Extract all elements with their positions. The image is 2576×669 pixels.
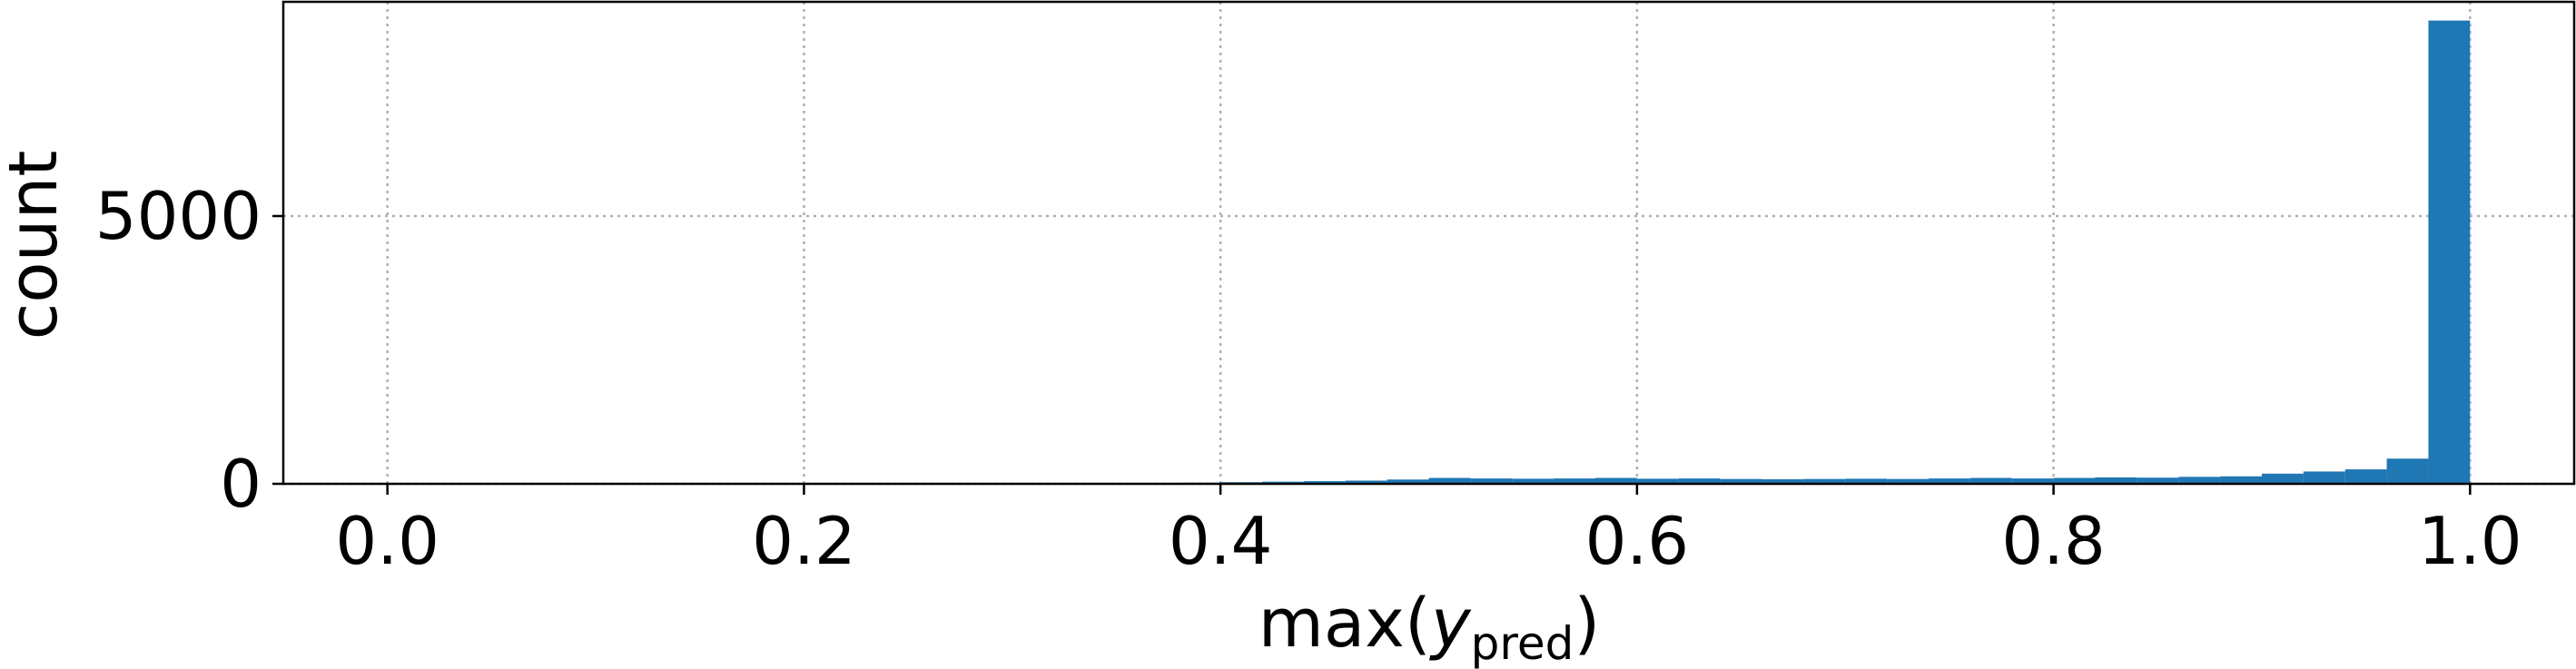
x-axis-ticks: 0.0 0.2 0.4 0.6 0.8 1.0	[335, 484, 2522, 579]
plot-frame	[281, 0, 2576, 486]
histogram-bar	[1720, 478, 1762, 484]
x-tick-label: 1.0	[2418, 503, 2522, 579]
histogram-bar	[1512, 478, 1554, 484]
x-tick-label: 0.8	[2001, 503, 2106, 579]
x-axis-label: max(ypred)	[1258, 585, 1600, 669]
histogram-bar	[1762, 478, 1804, 484]
histogram-bar	[1303, 481, 1346, 484]
histogram-bar	[1928, 478, 1970, 484]
histogram-bar	[1845, 478, 1888, 484]
y-axis-ticks: 0 5000	[95, 178, 283, 522]
histogram-bar	[1969, 477, 2012, 484]
x-tick-label: 0.4	[1169, 503, 1273, 579]
histogram-bar	[1554, 478, 1595, 484]
histogram-bar	[1678, 478, 1721, 484]
histogram-bar	[2053, 477, 2096, 484]
histogram-bar	[1594, 477, 1637, 484]
y-axis-label: count	[0, 151, 73, 340]
histogram-bar	[2428, 20, 2471, 485]
histogram-bar	[2261, 473, 2304, 484]
histogram-bar	[1803, 478, 1846, 484]
histogram-bar	[2178, 477, 2221, 484]
histogram-bar	[1887, 478, 1929, 484]
histogram-bar	[2344, 469, 2387, 484]
histogram-bar	[2220, 476, 2262, 484]
y-tick-label: 0	[220, 446, 262, 522]
grid-lines	[283, 2, 2574, 486]
histogram-bar	[1636, 478, 1679, 484]
x-tick-label: 0.6	[1585, 503, 1690, 579]
histogram-bar	[1470, 478, 1513, 484]
histogram-bar	[2137, 477, 2179, 484]
plot-axes	[281, 0, 2576, 486]
histogram-bar	[2011, 478, 2054, 484]
histogram-bar	[2095, 477, 2137, 484]
histogram-bar	[1387, 479, 1429, 484]
histogram-bars	[1137, 20, 2471, 485]
histogram-bar	[1345, 480, 1387, 484]
x-tick-label: 0.2	[752, 503, 856, 579]
y-tick-label: 5000	[95, 178, 262, 254]
x-tick-label: 0.0	[335, 503, 439, 579]
histogram-bar	[2303, 471, 2345, 484]
histogram-bar	[2386, 458, 2429, 484]
histogram-bar	[1428, 477, 1471, 484]
